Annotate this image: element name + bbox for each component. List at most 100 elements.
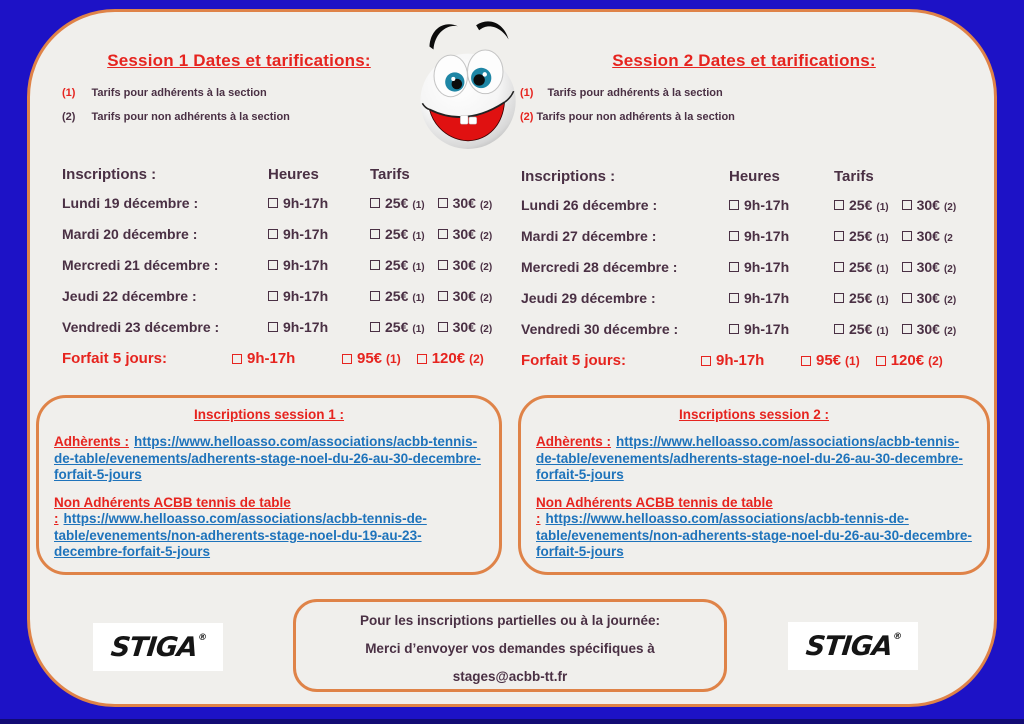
price-note: (1): [386, 352, 401, 366]
price-label: 30€: [452, 195, 476, 211]
link-url-adherents[interactable]: https://www.helloasso.com/associations/a…: [536, 434, 963, 483]
tooth: [460, 115, 469, 125]
stiga-logo-text: STIGA: [108, 631, 199, 663]
note-number: (2): [520, 111, 534, 123]
checkbox-icon: [268, 198, 278, 208]
price-label: 25€: [849, 197, 873, 213]
inscriptions-box-session1: Inscriptions session 1 : Adhèrents : http…: [36, 395, 502, 575]
note-text: Tarifs pour adhérents à la section: [547, 87, 723, 99]
note-text: Tarifs pour non adhérents à la section: [91, 111, 290, 123]
price-label: 30€: [916, 290, 940, 306]
checkbox-icon: [268, 322, 278, 332]
table-row: Jeudi 29 décembre : 9h-17h 25€ (1) 30€ (2): [521, 290, 991, 306]
table-row: Mercredi 28 décembre : 9h-17h 25€ (1) 30€…: [521, 259, 991, 275]
header-inscriptions: Inscriptions :: [62, 166, 157, 183]
price-label: 120€: [890, 352, 925, 369]
smiley-ball-image: [420, 21, 516, 149]
price-note: (1): [876, 295, 889, 306]
checkbox-icon: [701, 355, 711, 366]
price-note: (2): [943, 202, 957, 213]
table-row-forfait: Forfait 5 jours: 9h-17h 95€ (1) 120€ (2): [521, 352, 991, 369]
table-row: Mardi 27 décembre : 9h-17h 25€ (1) 30€ (2: [521, 228, 991, 244]
checkbox-icon: [834, 200, 844, 210]
price-label: 25€: [385, 288, 409, 304]
link-paragraph: Adhèrents : https://www.helloasso.com/ass…: [536, 434, 972, 483]
table-row: Mardi 20 décembre : 9h-17h 25€ (1) 30€ (2): [62, 226, 532, 242]
table-row: Mercredi 21 décembre : 9h-17h 25€ (1) 30€…: [62, 257, 532, 273]
hours-label: 9h-17h: [744, 321, 790, 337]
footer-line-1: Pour les inscriptions partielles ou à la…: [359, 613, 661, 628]
hours-label: 9h-17h: [744, 228, 790, 244]
table-row: Lundi 26 décembre : 9h-17h 25€ (1) 30€ (2): [521, 197, 991, 213]
date-label: Mardi 27 décembre :: [521, 228, 657, 244]
price-label: 25€: [385, 319, 409, 335]
hours-label: 9h-17h: [744, 197, 790, 213]
link-paragraph: Non Adhérents ACBB tennis de table : http…: [536, 495, 972, 561]
price-label: 25€: [385, 257, 409, 273]
checkbox-icon: [437, 322, 448, 332]
hours-label: 9h-17h: [283, 257, 329, 273]
checkbox-icon: [370, 260, 380, 270]
table-row: Vendredi 23 décembre : 9h-17h 25€ (1) 30€…: [62, 319, 532, 335]
price-note: (1): [412, 200, 425, 211]
checkbox-icon: [901, 293, 912, 303]
note-line: (1) Tarifs pour adhérents à la section: [62, 87, 290, 99]
session2-table: Inscriptions : Heures Tarifs Lundi 26 dé…: [521, 168, 991, 383]
checkbox-icon: [370, 229, 380, 239]
note-number: (1): [520, 87, 534, 99]
checkbox-icon: [729, 231, 739, 241]
bottom-edge-strip: [0, 719, 1024, 724]
checkbox-icon: [370, 322, 380, 332]
price-note: (2): [928, 354, 943, 368]
date-label: Forfait 5 jours:: [521, 352, 627, 369]
link-url-adherents[interactable]: https://www.helloasso.com/associations/a…: [54, 434, 481, 483]
hours-label: 9h-17h: [247, 350, 296, 367]
checkbox-icon: [729, 262, 739, 272]
header-tarifs: Tarifs: [834, 168, 874, 185]
checkbox-icon: [370, 291, 380, 301]
date-label: Jeudi 29 décembre :: [521, 290, 656, 306]
link-url-non-adherents[interactable]: https://www.helloasso.com/associations/a…: [536, 511, 972, 560]
checkbox-icon: [801, 355, 811, 366]
checkbox-icon: [729, 324, 739, 334]
checkbox-icon: [901, 262, 912, 272]
stiga-logo: STIGA®: [788, 622, 918, 670]
date-label: Forfait 5 jours:: [62, 350, 168, 367]
hours-label: 9h-17h: [744, 259, 790, 275]
inscriptions-box-title: Inscriptions session 1 :: [193, 407, 345, 422]
checkbox-icon: [342, 353, 352, 364]
price-note: (1): [412, 262, 425, 273]
checkbox-icon: [729, 293, 739, 303]
price-note: (1): [876, 202, 889, 213]
note-text: Tarifs pour non adhérents à la section: [536, 111, 735, 123]
checkbox-icon: [901, 324, 912, 334]
right-eyebrow: [476, 21, 509, 40]
price-label: 25€: [849, 228, 873, 244]
note-number: (2): [62, 111, 76, 123]
price-note: (2): [479, 231, 493, 242]
date-label: Mercredi 21 décembre :: [62, 257, 219, 273]
header-tarifs: Tarifs: [370, 166, 410, 183]
table-row-forfait: Forfait 5 jours: 9h-17h 95€ (1) 120€ (2): [62, 350, 532, 367]
table-row: Vendredi 30 décembre : 9h-17h 25€ (1) 30€…: [521, 321, 991, 337]
price-note: (1): [412, 293, 425, 304]
checkbox-icon: [268, 291, 278, 301]
date-label: Lundi 26 décembre :: [521, 197, 658, 213]
checkbox-icon: [370, 198, 380, 208]
session2-notes: (1) Tarifs pour adhérents à la section (…: [520, 87, 735, 135]
hours-label: 9h-17h: [283, 288, 329, 304]
date-label: Mercredi 28 décembre :: [521, 259, 678, 275]
price-label: 120€: [431, 350, 466, 367]
price-note: (2): [479, 324, 493, 335]
link-lead-non-adherents: Non Adhérents ACBB tennis de table :: [54, 494, 291, 527]
tooth: [468, 116, 477, 125]
checkbox-icon: [834, 262, 844, 272]
price-note: (2): [469, 352, 484, 366]
link-url-non-adherents[interactable]: https://www.helloasso.com/associations/a…: [54, 511, 427, 560]
note-number: (1): [62, 87, 76, 99]
checkbox-icon: [875, 355, 886, 366]
price-label: 25€: [849, 321, 873, 337]
price-note: (2): [479, 262, 493, 273]
checkbox-icon: [416, 353, 427, 364]
